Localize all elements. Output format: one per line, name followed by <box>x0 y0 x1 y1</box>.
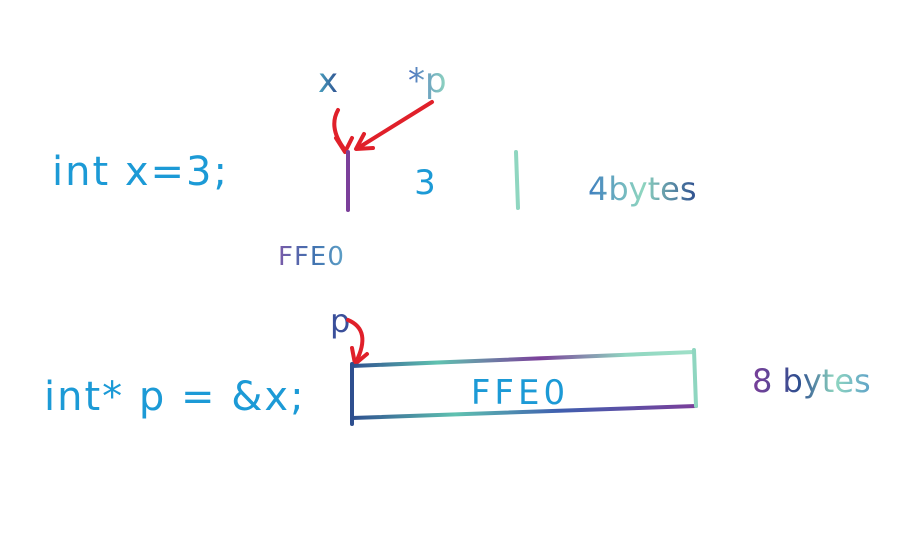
label-p-name: p <box>330 302 350 340</box>
memory-value-x: 3 <box>414 163 436 203</box>
arrow-x-to-box <box>332 108 354 154</box>
memory-size-x: 4bytes <box>588 170 697 208</box>
arrow-deref-p-to-box <box>354 100 434 151</box>
memory-size-p: 8 bytes <box>752 362 871 400</box>
address-label: FFE0 <box>278 242 345 272</box>
label-deref-p: *p <box>408 61 447 101</box>
memory-value-p: FFE0 <box>471 373 569 413</box>
label-x-name: x <box>318 61 338 101</box>
memory-box-x <box>344 150 520 212</box>
code-decl-p: int* p = &x; <box>44 374 306 420</box>
memory-box-p <box>350 348 698 426</box>
code-decl-x: int x=3; <box>52 149 229 195</box>
arrow-p-to-box <box>346 318 369 366</box>
